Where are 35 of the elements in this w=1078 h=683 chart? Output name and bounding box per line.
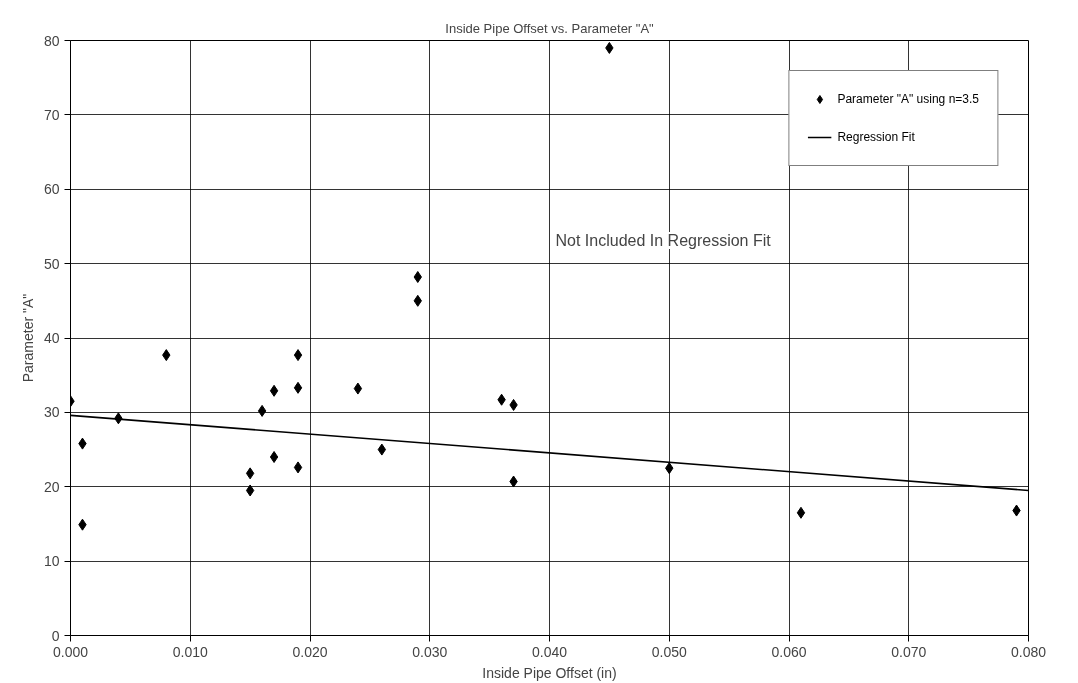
point (269, 451, 279, 463)
point (293, 349, 303, 362)
y-tick-label: 80 (43, 32, 60, 49)
x-tick-label: 0.030 (412, 643, 448, 660)
x-tick-label: 0.050 (651, 643, 687, 660)
chart-title: Inside Pipe Offset vs. Parameter "A" (445, 20, 655, 36)
x-tick-label: 0.000 (52, 643, 89, 660)
point (269, 384, 279, 397)
x-tick-label: 0.080 (1010, 643, 1047, 660)
legend-label: Parameter "A" using n=3.5 (837, 92, 979, 106)
point (377, 443, 387, 456)
point (257, 404, 267, 417)
x-tick-label: 0.020 (292, 643, 328, 660)
y-tick-label: 40 (43, 330, 60, 346)
legend-label: Regression Fit (837, 130, 915, 144)
y-tick-label: 0 (51, 627, 60, 644)
y-tick-label: 30 (43, 404, 60, 421)
point (353, 382, 363, 395)
y-tick-label: 50 (43, 255, 60, 272)
point (293, 461, 303, 474)
y-axis-title: Parameter "A" (19, 293, 36, 383)
y-tick-label: 70 (43, 106, 60, 123)
y-tick-label: 10 (43, 553, 60, 570)
x-tick-label: 0.010 (172, 643, 208, 660)
x-tick-label: 0.070 (891, 643, 927, 660)
point (293, 381, 303, 394)
y-tick-label: 20 (43, 478, 60, 495)
point (796, 506, 806, 519)
x-tick-label: 0.040 (531, 643, 568, 660)
point (245, 484, 255, 497)
y-tick-label: 60 (43, 181, 60, 198)
x-tick-label: 0.060 (771, 643, 807, 660)
annotation: Not Included In Regression Fit (555, 232, 772, 249)
x-axis-title: Inside Pipe Offset (in) (482, 664, 617, 681)
point (245, 467, 255, 480)
